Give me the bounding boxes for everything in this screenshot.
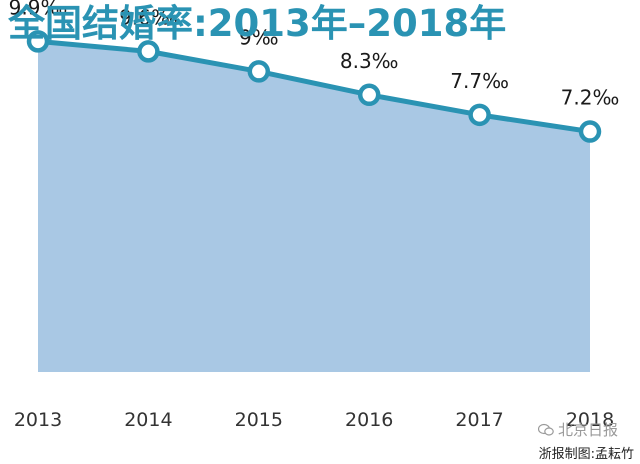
x-tick-label-2015: 2015 xyxy=(235,409,283,431)
chart-title: 全国结婚率:2013年–2018年 xyxy=(8,2,507,45)
x-tick-label-2014: 2014 xyxy=(124,409,172,431)
value-label-2018: 7.2‰ xyxy=(561,86,620,110)
value-label-2014: 9.6‰ xyxy=(119,5,178,29)
credit-line: 浙报制图:孟耘竹 xyxy=(538,447,634,462)
data-point-2013 xyxy=(26,30,50,53)
data-point-2018 xyxy=(578,120,602,143)
series-line xyxy=(37,38,591,135)
value-label-2017: 7.7‰ xyxy=(450,69,509,93)
value-label-2015: 9‰ xyxy=(239,25,279,49)
x-tick-label-2017: 2017 xyxy=(455,409,503,431)
wechat-icon xyxy=(537,423,554,436)
data-point-2017 xyxy=(468,103,491,127)
watermark-text: 北京日报 xyxy=(557,421,618,439)
data-point-2016 xyxy=(357,83,381,107)
x-tick-label-2018: 2018 xyxy=(566,409,614,431)
value-label-2016: 8.3‰ xyxy=(340,49,399,73)
data-point-2014 xyxy=(137,40,160,63)
area-fill xyxy=(38,41,590,373)
x-tick-label-2016: 2016 xyxy=(345,409,393,431)
value-label-2013: 9.9‰ xyxy=(9,0,68,19)
data-point-2015 xyxy=(247,60,271,83)
watermark: 北京日报 xyxy=(537,419,618,440)
x-tick-label-2013: 2013 xyxy=(14,409,62,431)
